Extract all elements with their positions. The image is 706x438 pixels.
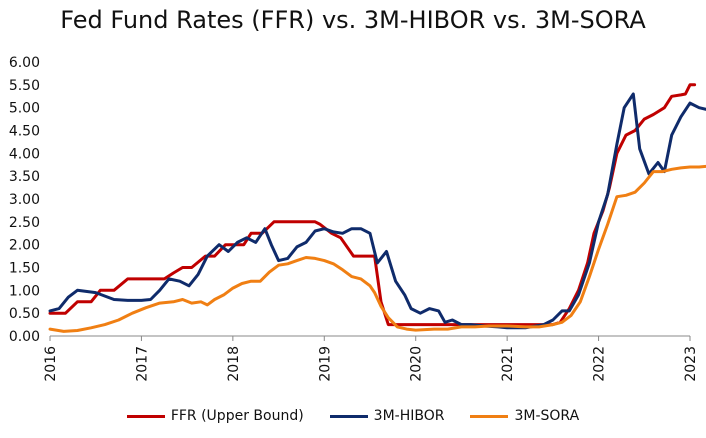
chart-title: Fed Fund Rates (FFR) vs. 3M-HIBOR vs. 3M…: [60, 6, 646, 34]
legend: FFR (Upper Bound) 3M-HIBOR 3M-SORA: [0, 408, 706, 424]
series-line-hibor: [48, 92, 706, 330]
x-tick-label: 2017: [134, 346, 150, 382]
series-lines: [48, 83, 706, 333]
x-tick-label: 2021: [500, 346, 516, 382]
x-tick-label: 2016: [43, 346, 59, 382]
y-tick-label: 0.50: [9, 306, 40, 322]
y-tick-label: 1.50: [9, 261, 40, 277]
y-tick-label: 3.00: [9, 192, 40, 208]
x-tick-label: 2020: [409, 346, 425, 382]
legend-swatch-sora: [470, 414, 509, 418]
y-tick-label: 4.00: [9, 146, 40, 162]
x-tick-label: 2023: [683, 346, 699, 382]
y-tick-label: 4.50: [9, 124, 40, 140]
legend-item-hibor: 3M-HIBOR: [329, 408, 445, 424]
y-tick-label: 5.50: [9, 78, 40, 94]
x-axis-ticks: 2016 2017 2018 2019 2020 2021 2022 2023: [43, 336, 699, 382]
y-tick-label: 3.50: [9, 169, 40, 185]
line-chart: 0.00 0.50 1.00 1.50 2.00 2.50 3.00 3.50 4.00 4.50…: [9, 55, 706, 382]
y-tick-label: 1.00: [9, 283, 40, 299]
x-tick-label: 2022: [592, 346, 608, 382]
y-tick-label: 5.00: [9, 101, 40, 117]
x-tick-label: 2018: [226, 346, 242, 382]
legend-label-sora: 3M-SORA: [514, 408, 580, 424]
x-tick-label: 2019: [317, 346, 333, 382]
y-tick-label: 2.50: [9, 215, 40, 231]
legend-label-ffr: FFR (Upper Bound): [170, 408, 304, 424]
series-line-sora: [48, 164, 706, 333]
series-line-ffr: [48, 83, 697, 327]
legend-item-ffr: FFR (Upper Bound): [126, 408, 304, 424]
y-tick-label: 2.00: [9, 238, 40, 254]
y-tick-label: 0.00: [9, 329, 40, 345]
legend-swatch-hibor: [329, 414, 368, 418]
legend-item-sora: 3M-SORA: [470, 408, 579, 424]
y-tick-label: 6.00: [9, 55, 40, 71]
legend-swatch-ffr: [126, 414, 165, 418]
legend-label-hibor: 3M-HIBOR: [373, 408, 445, 424]
y-axis-ticks: 0.00 0.50 1.00 1.50 2.00 2.50 3.00 3.50 4.00 4.50…: [9, 55, 40, 345]
